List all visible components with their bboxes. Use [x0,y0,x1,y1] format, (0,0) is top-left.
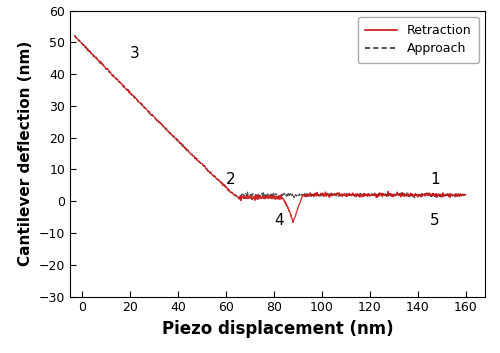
Text: 5: 5 [430,213,440,228]
Legend: Retraction, Approach: Retraction, Approach [358,17,479,63]
Text: 3: 3 [130,47,140,61]
Text: 4: 4 [274,213,283,228]
Text: 1: 1 [430,172,440,187]
Y-axis label: Cantilever deflection (nm): Cantilever deflection (nm) [18,41,33,266]
Text: 2: 2 [226,172,235,187]
X-axis label: Piezo displacement (nm): Piezo displacement (nm) [162,320,394,338]
